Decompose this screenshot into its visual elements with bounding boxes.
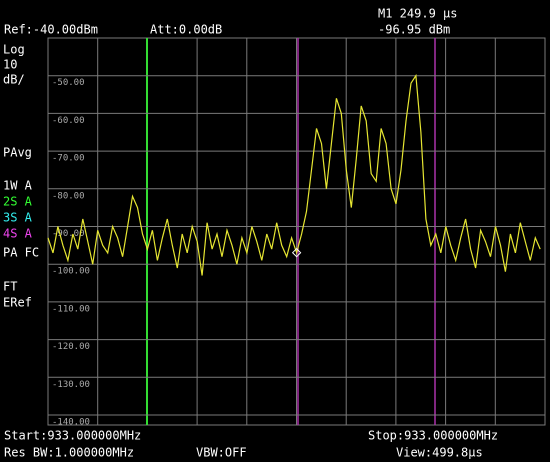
y-tick-label: -90.00 [52,229,85,239]
side-label: 10 [3,58,17,72]
vbw: VBW:OFF [196,446,247,460]
side-label: 2S A [3,195,33,209]
ref-level: Ref:-40.00dBm [4,23,98,37]
y-tick-label: -120.00 [52,342,90,352]
y-tick-label: -100.00 [52,267,90,277]
side-label: PA FC [3,246,39,260]
stop-freq: Stop:933.000000MHz [368,429,498,443]
res-bw: Res BW:1.000000MHz [4,446,134,460]
y-tick-label: -50.00 [52,78,85,88]
side-label: FT [3,280,17,294]
attenuation: Att:0.00dB [150,23,222,37]
y-tick-label: -70.00 [52,154,85,164]
side-label: Log [3,43,25,57]
start-freq: Start:933.000000MHz [4,429,141,443]
marker-m1 [291,247,302,258]
side-label: 4S A [3,227,33,241]
y-tick-label: -130.00 [52,380,90,390]
side-label: 1W A [3,179,33,193]
y-tick-label: -80.00 [52,191,85,201]
side-label: PAvg [3,146,32,160]
side-label: 3S A [3,211,33,225]
marker-level: -96.95 dBm [378,23,450,37]
trace [47,73,541,276]
y-tick-label: -140.00 [52,418,90,428]
side-label: ERef [3,296,32,310]
marker-time: M1 249.9 µs [378,7,457,21]
view-span: View:499.8µs [396,446,483,460]
y-tick-label: -110.00 [52,304,90,314]
side-label: dB/ [3,73,25,87]
y-tick-label: -60.00 [52,116,85,126]
